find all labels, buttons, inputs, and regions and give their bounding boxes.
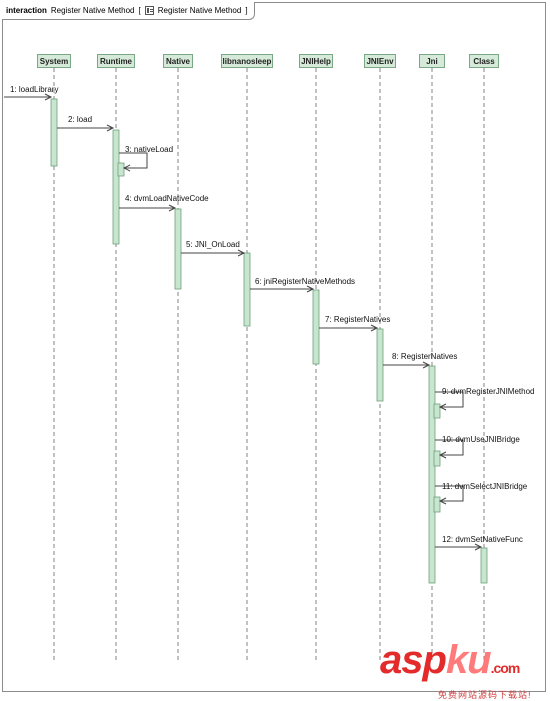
message-label: 11: dvmSelectJNIBridge [442, 482, 528, 491]
message-12: 12: dvmSetNativeFunc [435, 535, 523, 551]
frame-title-tab: interaction Register Native Method [ Reg… [2, 2, 255, 20]
activation-bar [50, 98, 58, 167]
lifeline-head-system: System [37, 54, 71, 68]
lifeline-head-jni: Jni [419, 54, 445, 68]
lifeline-head-jnienv: JNIEnv [364, 54, 396, 68]
activation-bar [428, 365, 436, 584]
watermark-subtitle: 免费网站源码下载站! [438, 690, 532, 700]
message-9: 9: dvmRegisterJNIMethod [435, 387, 534, 411]
activation-bar [433, 403, 441, 419]
message-2: 2: load [57, 115, 115, 132]
message-1: 1: loadLibrary [4, 85, 58, 101]
lifeline-head-jnihelp: JNIHelp [299, 54, 333, 68]
activation-bar [376, 328, 384, 402]
frame-keyword: interaction [6, 6, 47, 15]
message-3: 3: nativeLoad [119, 145, 173, 172]
activation-bar [433, 450, 441, 467]
activation-bar [174, 208, 182, 290]
activation-bar [243, 252, 251, 327]
message-label: 12: dvmSetNativeFunc [442, 535, 523, 544]
activation-bar [433, 496, 441, 513]
message-8: 8: RegisterNatives [383, 352, 457, 369]
activation-bar [312, 289, 320, 365]
lifeline-head-runtime: Runtime [97, 54, 135, 68]
message-label: 8: RegisterNatives [392, 352, 457, 361]
message-label: 5: JNI_OnLoad [186, 240, 240, 249]
frame-bracket-close: ] [245, 6, 248, 15]
message-label: 2: load [68, 115, 92, 124]
message-5: 5: JNI_OnLoad [181, 240, 246, 257]
activation-bar [480, 547, 488, 584]
message-11: 11: dvmSelectJNIBridge [435, 482, 528, 505]
lifeline-head-libnanosleep: libnanosleep [221, 54, 273, 68]
message-4: 4: dvmLoadNativeCode [119, 194, 209, 212]
watermark-logo: aspku.com 免费网站源码下载站! [380, 638, 546, 700]
activation-bar [117, 162, 125, 177]
interaction-frame [2, 2, 546, 692]
message-10: 10: dvmUseJNIBridge [435, 435, 520, 459]
message-label: 1: loadLibrary [10, 85, 58, 94]
message-7: 7: RegisterNatives [319, 315, 390, 332]
message-label: 3: nativeLoad [125, 145, 173, 154]
message-label: 9: dvmRegisterJNIMethod [442, 387, 534, 396]
watermark-brand: aspku.com [380, 638, 520, 682]
frame-name: Register Native Method [50, 6, 135, 15]
activation-bar [112, 129, 120, 245]
diagram-reference-icon [144, 6, 154, 15]
message-label: 6: jniRegisterNativeMethods [255, 277, 355, 286]
lifeline-head-class: Class [469, 54, 499, 68]
lifeline-head-native: Native [163, 54, 193, 68]
message-6: 6: jniRegisterNativeMethods [250, 277, 355, 293]
frame-ref-name: Register Native Method [157, 6, 242, 15]
message-label: 10: dvmUseJNIBridge [442, 435, 520, 444]
message-label: 7: RegisterNatives [325, 315, 390, 324]
frame-bracket-open: [ [138, 6, 141, 15]
message-label: 4: dvmLoadNativeCode [125, 194, 209, 203]
